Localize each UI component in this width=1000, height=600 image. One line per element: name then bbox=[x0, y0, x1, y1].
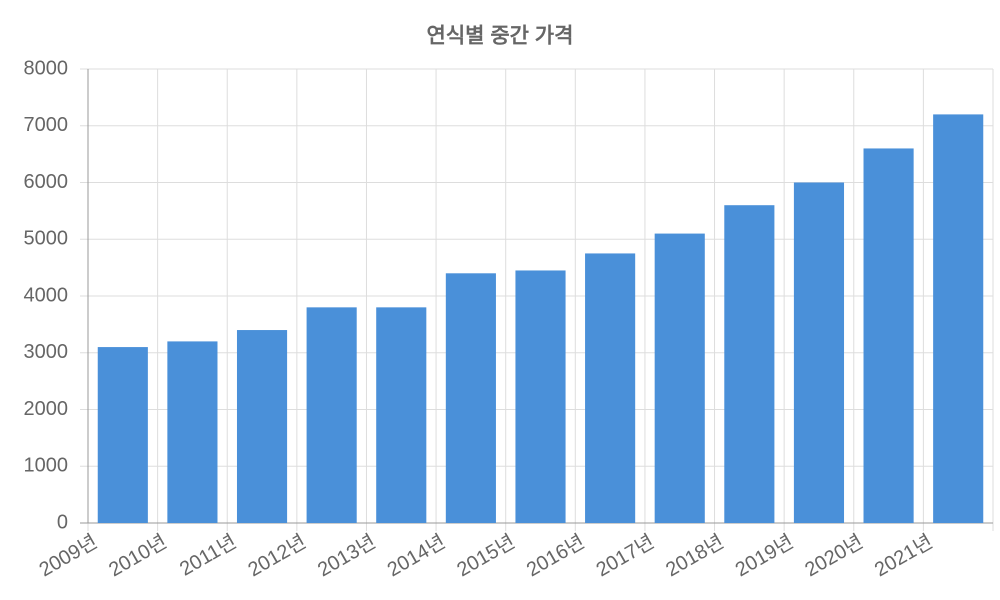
x-tick-label: 2013년 bbox=[314, 530, 380, 581]
bar bbox=[376, 307, 427, 523]
y-tick-label: 4000 bbox=[24, 284, 69, 306]
y-tick-label: 5000 bbox=[24, 228, 69, 250]
y-tick-label: 0 bbox=[57, 511, 68, 533]
x-tick-label: 2020년 bbox=[801, 530, 867, 581]
y-tick-label: 2000 bbox=[24, 398, 69, 420]
bar bbox=[236, 330, 288, 523]
x-tick-label: 2009년 bbox=[35, 530, 101, 581]
bar bbox=[724, 205, 775, 523]
x-tick-label: 2011년 bbox=[176, 530, 241, 581]
bar bbox=[306, 307, 357, 523]
bar bbox=[515, 270, 566, 523]
x-tick-label: 2019년 bbox=[731, 530, 797, 581]
chart-title: 연식별 중간 가격 bbox=[427, 25, 574, 48]
x-tick-label: 2015년 bbox=[453, 530, 519, 581]
y-tick-label: 7000 bbox=[24, 114, 69, 136]
x-tick-label: 2016년 bbox=[522, 530, 588, 581]
x-tick-label: 2014년 bbox=[383, 530, 449, 581]
bar bbox=[585, 253, 636, 523]
bar bbox=[863, 148, 914, 523]
y-tick-label: 3000 bbox=[24, 341, 69, 363]
bar bbox=[654, 233, 705, 523]
x-tick-label: 2021년 bbox=[871, 530, 937, 581]
y-tick-label: 1000 bbox=[24, 455, 69, 477]
bar bbox=[933, 114, 984, 524]
y-tick-label: 8000 bbox=[24, 57, 69, 79]
bar bbox=[793, 182, 845, 523]
bar bbox=[97, 347, 148, 523]
y-tick-label: 6000 bbox=[24, 171, 69, 193]
bar bbox=[167, 341, 218, 523]
x-tick-label: 2018년 bbox=[662, 530, 728, 581]
x-tick-label: 2017년 bbox=[592, 530, 658, 581]
bar bbox=[445, 273, 496, 523]
x-tick-label: 2010년 bbox=[105, 530, 171, 581]
x-tick-label: 2012년 bbox=[244, 530, 310, 581]
